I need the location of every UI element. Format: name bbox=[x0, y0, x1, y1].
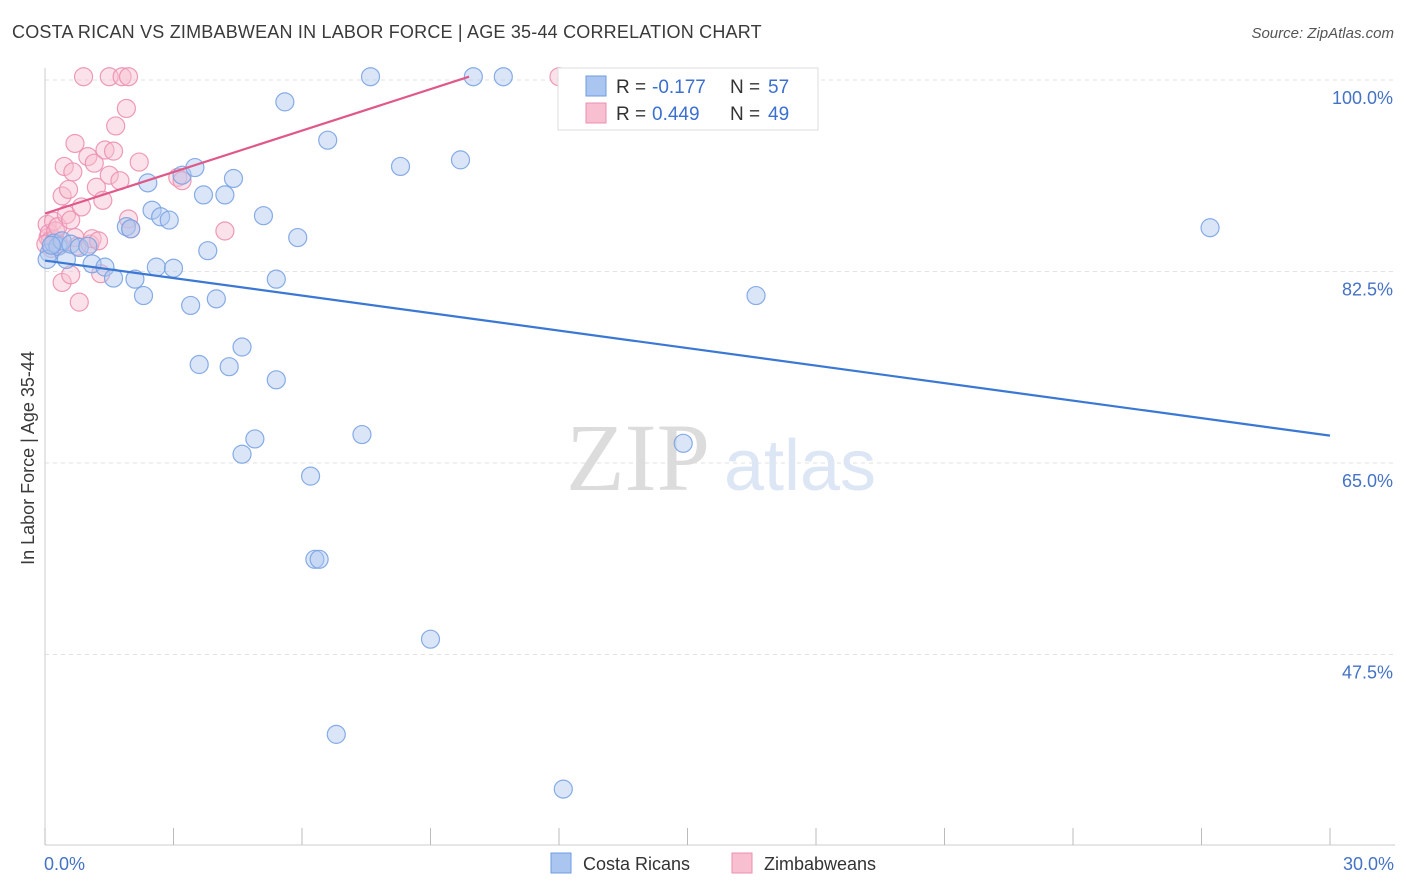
trend-lines bbox=[44, 75, 1331, 437]
y-axis-label: In Labor Force | Age 35-44 bbox=[18, 351, 38, 565]
zimbabweans-point-35 bbox=[103, 141, 124, 161]
legend-n-value-1: 49 bbox=[768, 104, 789, 125]
y-tick-labels: 100.0% 82.5% 65.0% 47.5% bbox=[1332, 88, 1393, 683]
bottom-legend-swatch-zimbabweans bbox=[731, 852, 753, 874]
zimbabweans-point-14 bbox=[58, 179, 79, 200]
costa-ricans-point-52 bbox=[673, 433, 693, 453]
costa-ricans-point-54 bbox=[1200, 218, 1220, 238]
legend-r-label-1: R = bbox=[616, 104, 646, 125]
costa-ricans-point-39 bbox=[300, 466, 321, 486]
zimbabweans-trend-line bbox=[44, 75, 470, 215]
y-tick-label-1: 82.5% bbox=[1342, 280, 1393, 300]
gridlines bbox=[45, 79, 1395, 655]
costa-ricans-point-42 bbox=[318, 130, 338, 150]
bottom-legend-zimbabweans: Zimbabweans bbox=[764, 854, 876, 874]
bottom-legend-costa-ricans: Costa Ricans bbox=[583, 854, 690, 874]
zimbabweans-point-38 bbox=[112, 67, 132, 87]
costa-ricans-point-46 bbox=[390, 156, 411, 177]
source-label: Source: ZipAtlas.com bbox=[1251, 25, 1394, 42]
costa-ricans-point-44 bbox=[352, 424, 372, 445]
costa-ricans-point-19 bbox=[159, 210, 179, 230]
legend-n-value-0: 57 bbox=[768, 77, 789, 98]
correlation-legend: R = -0.177 N = 57 R = 0.449 N = 49 bbox=[557, 67, 819, 131]
x-tick-label-0: 0.0% bbox=[44, 854, 85, 874]
watermark-zip: ZIP bbox=[566, 404, 710, 511]
legend-swatch-costa-ricans bbox=[585, 75, 607, 97]
costa-ricans-point-50 bbox=[493, 67, 513, 87]
legend-swatch-zimbabweans bbox=[585, 102, 607, 124]
costa-ricans-point-36 bbox=[266, 370, 286, 390]
zimbabweans-point-33 bbox=[99, 165, 119, 185]
x-tick-label-1: 30.0% bbox=[1343, 854, 1394, 874]
axes bbox=[44, 68, 1395, 846]
costa-ricans-point-29 bbox=[219, 357, 239, 377]
costa-ricans-point-41 bbox=[309, 549, 329, 569]
costa-ricans-point-55 bbox=[37, 249, 57, 270]
costa-ricans-point-31 bbox=[232, 337, 252, 357]
bottom-legend-swatch-costa-ricans bbox=[550, 852, 572, 874]
x-tick-labels: 0.0% 30.0% bbox=[44, 854, 1394, 874]
costa-ricans-trend-line bbox=[44, 259, 1331, 437]
legend-r-label-0: R = bbox=[616, 77, 646, 98]
zimbabweans-point-43 bbox=[129, 152, 149, 172]
costa-ricans-point-48 bbox=[450, 150, 471, 170]
zimbabweans-point-18 bbox=[65, 133, 85, 154]
costa-ricans-point-28 bbox=[215, 185, 235, 205]
costa-ricans-point-40 bbox=[305, 549, 325, 569]
y-tick-label-3: 47.5% bbox=[1342, 663, 1393, 683]
costa-ricans-point-32 bbox=[232, 444, 252, 464]
costa-ricans-point-13 bbox=[125, 269, 145, 289]
costa-ricans-point-12 bbox=[121, 219, 141, 239]
legend-n-label-0: N = bbox=[730, 77, 760, 98]
costa-ricans-point-56 bbox=[41, 235, 62, 255]
costa-ricans-point-37 bbox=[275, 92, 295, 112]
costa-ricans-points bbox=[37, 67, 1220, 799]
zimbabweans-point-27 bbox=[84, 153, 104, 173]
costa-ricans-point-49 bbox=[463, 67, 483, 87]
zimbabweans-point-46 bbox=[215, 221, 235, 241]
costa-ricans-point-17 bbox=[146, 257, 166, 277]
costa-ricans-point-51 bbox=[553, 779, 573, 799]
costa-ricans-point-24 bbox=[189, 354, 209, 375]
y-tick-label-2: 65.0% bbox=[1342, 471, 1393, 491]
costa-ricans-point-27 bbox=[206, 289, 226, 309]
costa-ricans-point-30 bbox=[223, 168, 244, 189]
legend-n-label-1: N = bbox=[730, 104, 760, 125]
costa-ricans-point-7 bbox=[78, 236, 98, 256]
zimbabweans-point-23 bbox=[73, 67, 94, 87]
costa-ricans-point-34 bbox=[253, 206, 274, 226]
chart-title: COSTA RICAN VS ZIMBABWEAN IN LABOR FORCE… bbox=[12, 22, 762, 42]
legend-r-value-0: -0.177 bbox=[652, 77, 706, 98]
costa-ricans-point-20 bbox=[163, 258, 184, 278]
zimbabweans-point-45 bbox=[172, 171, 192, 191]
costa-ricans-point-45 bbox=[360, 67, 381, 87]
costa-ricans-point-33 bbox=[245, 429, 265, 449]
legend-r-value-1: 0.449 bbox=[652, 104, 700, 125]
costa-ricans-point-47 bbox=[420, 629, 441, 649]
zimbabweans-point-17 bbox=[63, 162, 83, 182]
y-tick-label-0: 100.0% bbox=[1332, 88, 1393, 108]
costa-ricans-point-53 bbox=[746, 285, 766, 306]
zimbabweans-point-36 bbox=[106, 116, 126, 136]
watermark: ZIP atlas bbox=[566, 404, 876, 511]
zimbabweans-point-15 bbox=[61, 265, 81, 285]
zimbabweans-point-40 bbox=[118, 67, 139, 87]
costa-ricans-point-35 bbox=[266, 269, 286, 289]
costa-ricans-point-43 bbox=[326, 724, 346, 744]
series-legend: Costa Ricans Zimbabweans bbox=[550, 852, 876, 874]
zimbabweans-point-29 bbox=[88, 231, 109, 251]
watermark-atlas: atlas bbox=[724, 426, 876, 506]
costa-ricans-point-22 bbox=[181, 295, 201, 316]
costa-ricans-point-38 bbox=[288, 227, 308, 248]
costa-ricans-point-14 bbox=[133, 285, 154, 306]
zimbabweans-point-21 bbox=[69, 292, 89, 312]
costa-ricans-point-26 bbox=[198, 241, 218, 261]
zimbabweans-point-39 bbox=[116, 98, 136, 119]
costa-ricans-point-25 bbox=[193, 185, 214, 205]
